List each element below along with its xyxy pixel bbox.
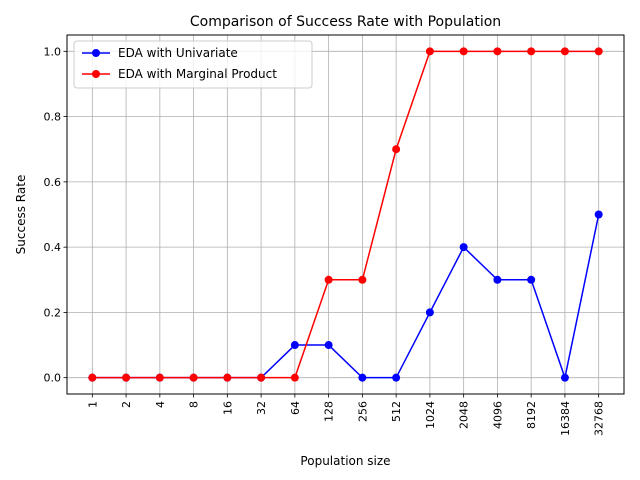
x-tick-label: 128 bbox=[323, 401, 336, 422]
x-tick-label: 16 bbox=[221, 401, 234, 415]
data-point bbox=[527, 275, 536, 284]
y-tick-label: 0.6 bbox=[44, 176, 62, 189]
legend-marker bbox=[92, 70, 100, 78]
x-tick-label: 2048 bbox=[458, 401, 471, 429]
x-tick-label: 256 bbox=[356, 401, 369, 422]
x-tick-label: 8192 bbox=[525, 401, 538, 429]
data-point bbox=[459, 243, 468, 252]
data-point bbox=[527, 47, 536, 56]
y-axis-label: Success Rate bbox=[14, 175, 28, 255]
y-tick-label: 0.4 bbox=[44, 241, 62, 254]
x-axis-ticks: 1 2 4 8 16 32 64 128 256 512 1024 2048 4096 8192 16384… bbox=[86, 394, 606, 436]
data-point bbox=[257, 373, 266, 382]
x-tick-label: 1024 bbox=[424, 401, 437, 429]
x-tick-label: 32768 bbox=[593, 401, 606, 436]
y-axis-ticks: 0.0 0.2 0.4 0.6 0.8 1.0 bbox=[44, 45, 67, 385]
data-point bbox=[189, 373, 198, 382]
legend-item: EDA with Marginal Product bbox=[82, 67, 277, 81]
legend-label: EDA with Univariate bbox=[118, 46, 238, 60]
data-point bbox=[324, 341, 333, 350]
x-tick-label: 2 bbox=[120, 401, 133, 408]
data-point bbox=[223, 373, 232, 382]
data-point bbox=[560, 373, 569, 382]
data-point bbox=[392, 373, 401, 382]
plot-frame bbox=[66, 34, 625, 395]
data-point bbox=[324, 275, 333, 284]
x-tick-label: 32 bbox=[255, 401, 268, 415]
series-layer bbox=[88, 47, 603, 382]
legend-item: EDA with Univariate bbox=[82, 46, 238, 60]
data-point bbox=[560, 47, 569, 56]
y-tick-label: 0.8 bbox=[44, 111, 62, 124]
x-tick-label: 4 bbox=[154, 401, 167, 408]
data-point bbox=[493, 275, 502, 284]
data-point bbox=[425, 308, 434, 317]
x-tick-label: 512 bbox=[390, 401, 403, 422]
chart-title: Comparison of Success Rate with Populati… bbox=[190, 14, 501, 30]
data-point bbox=[155, 373, 164, 382]
data-point bbox=[290, 341, 299, 350]
series-2 bbox=[88, 47, 603, 382]
series-line bbox=[92, 50, 599, 379]
data-point bbox=[493, 47, 502, 56]
legend-marker bbox=[92, 49, 100, 57]
data-point bbox=[122, 373, 131, 382]
data-point bbox=[594, 47, 603, 56]
data-point bbox=[358, 275, 367, 284]
legend: EDA with Univariate EDA with Marginal Pro… bbox=[73, 40, 313, 89]
y-tick-label: 0.0 bbox=[44, 372, 62, 385]
x-tick-label: 64 bbox=[289, 401, 302, 415]
legend-box bbox=[73, 40, 313, 89]
y-tick-label: 0.2 bbox=[44, 306, 62, 319]
x-axis-label: Population size bbox=[300, 454, 390, 468]
data-point bbox=[594, 210, 603, 219]
data-point bbox=[459, 47, 468, 56]
data-point bbox=[88, 373, 97, 382]
data-point bbox=[358, 373, 367, 382]
legend-label: EDA with Marginal Product bbox=[118, 67, 277, 81]
data-point bbox=[290, 373, 299, 382]
grid bbox=[67, 35, 624, 394]
data-point bbox=[425, 47, 434, 56]
x-tick-label: 8 bbox=[188, 401, 201, 408]
x-tick-label: 1 bbox=[86, 401, 99, 408]
y-tick-label: 1.0 bbox=[44, 45, 62, 58]
data-point bbox=[392, 145, 401, 154]
x-tick-label: 4096 bbox=[491, 401, 504, 429]
x-tick-label: 16384 bbox=[559, 401, 572, 436]
